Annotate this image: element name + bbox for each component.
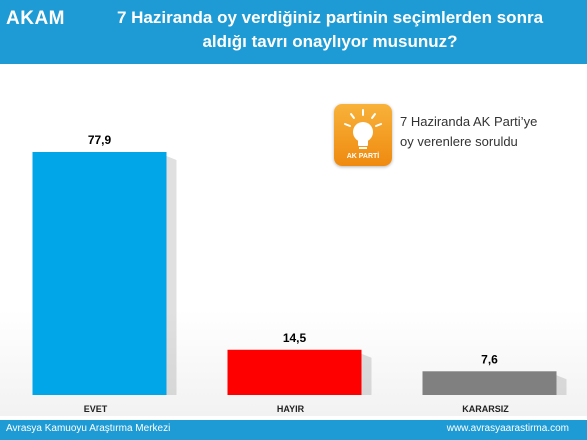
category-label-kararsiz: KARARSIZ — [462, 404, 509, 414]
chart-title-line1: 7 Haziranda oy verdiğiniz partinin seçim… — [116, 8, 544, 27]
survey-note: 7 Haziranda AK Parti’ye oy verenlere sor… — [400, 112, 580, 152]
ak-parti-lightbulb-icon — [344, 109, 382, 149]
bar-shadow — [166, 156, 177, 395]
footer-website-link[interactable]: www.avrasyaarastirma.com — [446, 423, 569, 434]
survey-note-line1: 7 Haziranda AK Parti’ye — [400, 114, 538, 129]
chart-title: 7 Haziranda oy verdiğiniz partinin seçim… — [80, 6, 580, 54]
data-label-kararsiz: 7,6 — [481, 352, 498, 366]
category-label-hayir: HAYIR — [277, 404, 305, 414]
bar-hayir — [227, 349, 362, 395]
chart-title-line2: aldığı tavrı onaylıyor musunuz? — [202, 32, 458, 51]
footer-bar: Avrasya Kamuoyu Araştırma Merkezi www.av… — [0, 420, 587, 440]
bar-evet — [32, 152, 167, 395]
footer-organization: Avrasya Kamuoyu Araştırma Merkezi — [6, 423, 171, 434]
ak-parti-badge: AK PARTİ — [334, 104, 392, 166]
ak-parti-badge-label: AK PARTİ — [346, 153, 380, 160]
logo-text: AKAM — [6, 8, 65, 29]
bar-kararsiz — [422, 371, 557, 395]
survey-note-line2: oy verenlere soruldu — [400, 134, 518, 149]
bar-shadow — [361, 353, 372, 395]
data-label-hayir: 14,5 — [283, 331, 307, 345]
category-label-evet: EVET — [84, 404, 108, 414]
bar-shadow — [556, 375, 567, 395]
data-label-evet: 77,9 — [88, 133, 112, 147]
akam-logo: AKAM — [6, 6, 65, 46]
header-bar: AKAM 7 Haziranda oy verdiğiniz partinin … — [0, 0, 587, 64]
